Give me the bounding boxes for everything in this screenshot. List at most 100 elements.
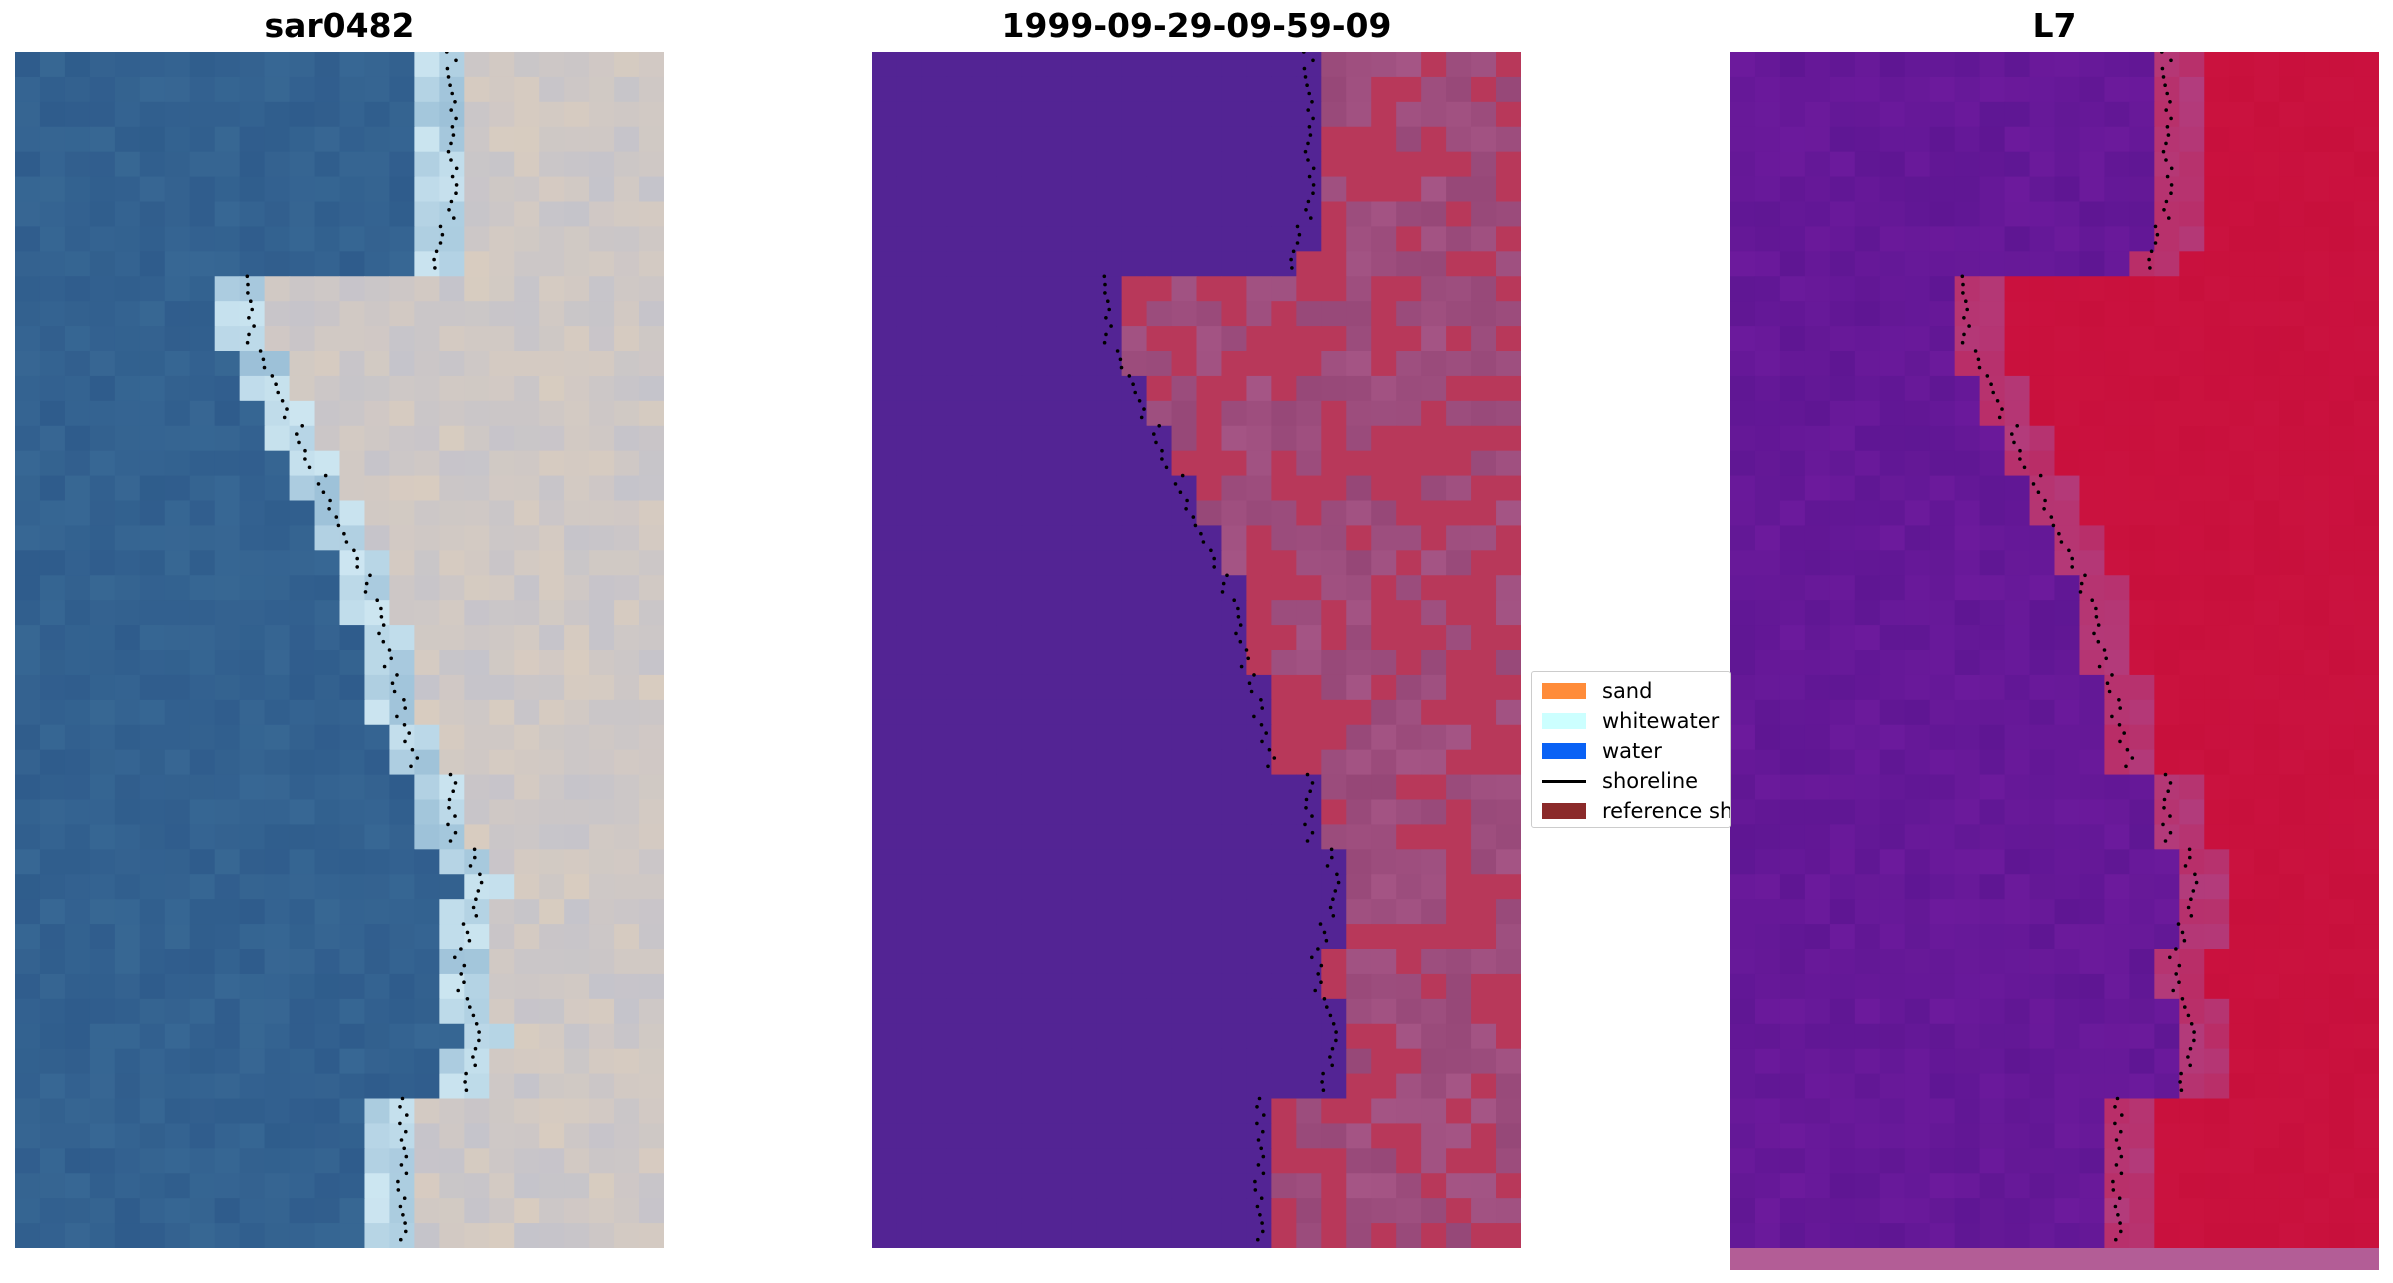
image-pixel <box>339 949 366 975</box>
image-pixel <box>1196 525 1223 551</box>
image-pixel <box>1046 849 1073 875</box>
image-pixel <box>1021 1123 1048 1149</box>
image-pixel <box>2179 924 2205 950</box>
image-pixel <box>1071 400 1098 427</box>
image-pixel <box>1421 699 1447 726</box>
image-pixel <box>2329 226 2355 252</box>
image-pixel <box>614 849 640 875</box>
image-pixel <box>1021 1073 1048 1100</box>
shoreline-point <box>246 282 250 287</box>
image-pixel <box>214 774 241 801</box>
shoreline-point <box>2018 457 2022 461</box>
image-pixel <box>1496 799 1521 826</box>
image-pixel <box>539 126 565 153</box>
image-pixel <box>514 575 540 601</box>
image-pixel <box>264 101 291 128</box>
shoreline-point <box>399 1163 404 1167</box>
image-pixel <box>39 625 66 651</box>
image-pixel <box>164 699 191 726</box>
shoreline-point <box>2113 1105 2117 1109</box>
image-pixel <box>289 1073 316 1100</box>
image-pixel <box>2104 301 2130 327</box>
image-pixel <box>896 1223 923 1248</box>
image-pixel <box>1421 550 1447 576</box>
shoreline-point <box>1236 615 1241 619</box>
image-pixel <box>339 375 366 402</box>
image-pixel <box>1779 849 1806 875</box>
image-pixel <box>2029 500 2056 527</box>
image-pixel <box>289 276 316 302</box>
image-pixel <box>214 1198 241 1224</box>
image-pixel <box>1096 949 1123 975</box>
image-pixel <box>1471 1048 1497 1075</box>
image-pixel <box>289 375 316 402</box>
image-pixel <box>872 301 898 327</box>
image-pixel <box>1730 724 1756 751</box>
image-pixel <box>214 749 241 776</box>
image-pixel <box>439 699 465 726</box>
image-pixel <box>64 749 91 776</box>
shoreline-point <box>1307 125 1312 129</box>
image-pixel <box>15 525 41 551</box>
image-pixel <box>239 525 266 551</box>
image-pixel <box>1954 824 1981 850</box>
image-pixel <box>1096 650 1123 676</box>
image-pixel <box>114 650 141 676</box>
image-pixel <box>1396 126 1422 153</box>
image-pixel <box>1296 151 1322 178</box>
image-pixel <box>1754 973 1781 1000</box>
image-pixel <box>2079 550 2106 576</box>
image-pixel <box>921 76 948 103</box>
image-pixel <box>1879 575 1906 601</box>
image-pixel <box>489 824 515 850</box>
image-pixel <box>114 525 141 551</box>
image-pixel <box>1496 998 1521 1025</box>
image-pixel <box>896 251 923 277</box>
image-pixel <box>2104 1023 2130 1050</box>
image-pixel <box>2329 899 2355 925</box>
image-pixel <box>1296 724 1322 751</box>
image-pixel <box>89 151 116 178</box>
image-pixel <box>1096 326 1123 352</box>
legend-line-shoreline <box>1542 779 1586 783</box>
image-pixel <box>1446 52 1472 78</box>
image-pixel <box>2154 101 2180 128</box>
image-pixel <box>264 500 291 527</box>
image-pixel <box>1879 674 1906 701</box>
image-pixel <box>439 575 465 601</box>
image-pixel <box>2329 924 2355 950</box>
image-pixel <box>1346 949 1372 975</box>
image-pixel <box>1321 76 1347 103</box>
shoreline-point <box>1234 631 1238 636</box>
image-pixel <box>2304 1198 2330 1224</box>
image-pixel <box>2279 949 2305 975</box>
image-pixel <box>89 351 116 377</box>
image-pixel <box>514 924 540 950</box>
image-pixel <box>2129 550 2155 576</box>
image-pixel <box>1779 176 1806 203</box>
image-pixel <box>1346 674 1372 701</box>
image-pixel <box>1446 326 1472 352</box>
image-pixel <box>1196 1023 1223 1050</box>
image-pixel <box>2154 226 2180 252</box>
shoreline-point <box>1259 1146 1263 1151</box>
image-pixel <box>1346 1198 1372 1224</box>
image-pixel <box>971 1123 998 1149</box>
image-pixel <box>921 475 948 502</box>
image-pixel <box>2329 1098 2355 1125</box>
image-pixel <box>1121 1123 1148 1149</box>
image-pixel <box>2079 799 2106 826</box>
image-pixel <box>996 1048 1023 1075</box>
image-pixel <box>614 600 640 626</box>
image-pixel <box>2029 998 2056 1025</box>
image-pixel <box>1779 1198 1806 1224</box>
image-pixel <box>1121 400 1148 427</box>
image-pixel <box>1096 749 1123 776</box>
image-pixel <box>2204 326 2230 352</box>
shoreline-point <box>379 606 383 611</box>
image-pixel <box>1754 176 1781 203</box>
image-pixel <box>564 251 590 277</box>
shoreline-point <box>2110 714 2114 719</box>
image-pixel <box>1979 600 2006 626</box>
image-pixel <box>1829 650 1856 676</box>
